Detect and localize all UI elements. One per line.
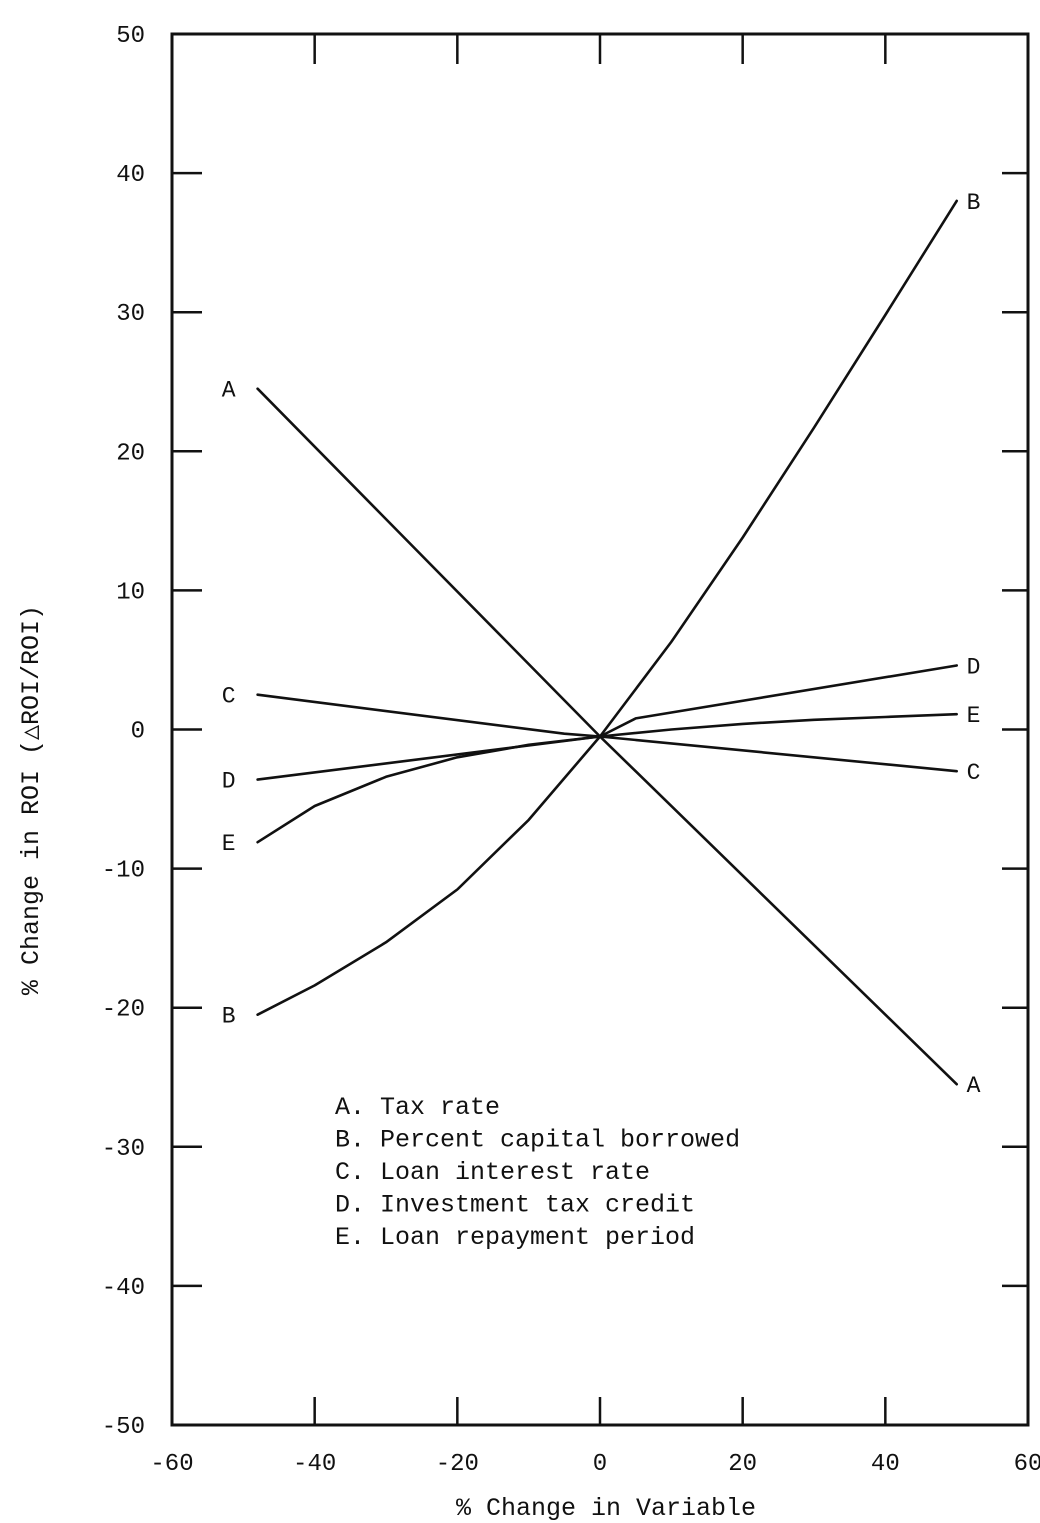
y-tick-label: -40 [102, 1275, 145, 1302]
x-axis-label: % Change in Variable [456, 1494, 756, 1523]
series-c-label-right: C [967, 760, 981, 786]
series-d-label-right: D [967, 655, 981, 681]
x-tick-label: 60 [1014, 1451, 1040, 1478]
series-e-label-right: E [967, 703, 981, 729]
series-a-label-right: A [967, 1073, 981, 1099]
y-tick-label: 50 [116, 23, 145, 50]
y-tick-label: 10 [116, 579, 145, 606]
legend-item: D. Investment tax credit [335, 1191, 695, 1220]
x-tick-label: -20 [436, 1451, 479, 1478]
x-tick-label: 40 [871, 1451, 900, 1478]
series-d-line [256, 664, 958, 781]
y-axis-label: % Change in ROI (△ROI/ROI) [17, 605, 46, 995]
y-tick-label: 30 [116, 301, 145, 328]
series-b-line [256, 199, 958, 1016]
legend-item: C. Loan interest rate [335, 1158, 650, 1187]
series-e-label-left: E [222, 831, 236, 857]
series-c-line [256, 693, 958, 773]
y-tick-label: 40 [116, 162, 145, 189]
series-c-label-left: C [222, 684, 236, 710]
y-tick-label: -30 [102, 1136, 145, 1163]
x-tick-label: 20 [728, 1451, 757, 1478]
legend-item: E. Loan repayment period [335, 1223, 695, 1252]
tick-labels: 50 40 30 20 10 0 -10 -20 -30 -40 -50-60 -40 -20 0 20 40… [102, 23, 1040, 1478]
x-tick-label: -40 [293, 1451, 336, 1478]
x-tick-label: -60 [150, 1451, 193, 1478]
series-e-line [256, 712, 958, 844]
x-tick-label: 0 [593, 1451, 607, 1478]
series-b-label-left: B [222, 1004, 236, 1030]
y-tick-label: -20 [102, 997, 145, 1024]
legend: A. Tax rate B. Percent capital borrowed C.… [335, 1093, 740, 1252]
series-curves [256, 199, 958, 1086]
series-a-label-left: A [222, 378, 236, 404]
series-b-label-right: B [967, 190, 981, 216]
y-tick-label: -10 [102, 858, 145, 885]
y-tick-label: -50 [102, 1414, 145, 1441]
legend-item: B. Percent capital borrowed [335, 1126, 740, 1155]
series-d-label-left: D [222, 769, 236, 795]
ticks [172, 34, 1028, 1425]
legend-item: A. Tax rate [335, 1093, 500, 1122]
y-tick-label: 20 [116, 440, 145, 467]
y-tick-label: 0 [131, 719, 145, 746]
